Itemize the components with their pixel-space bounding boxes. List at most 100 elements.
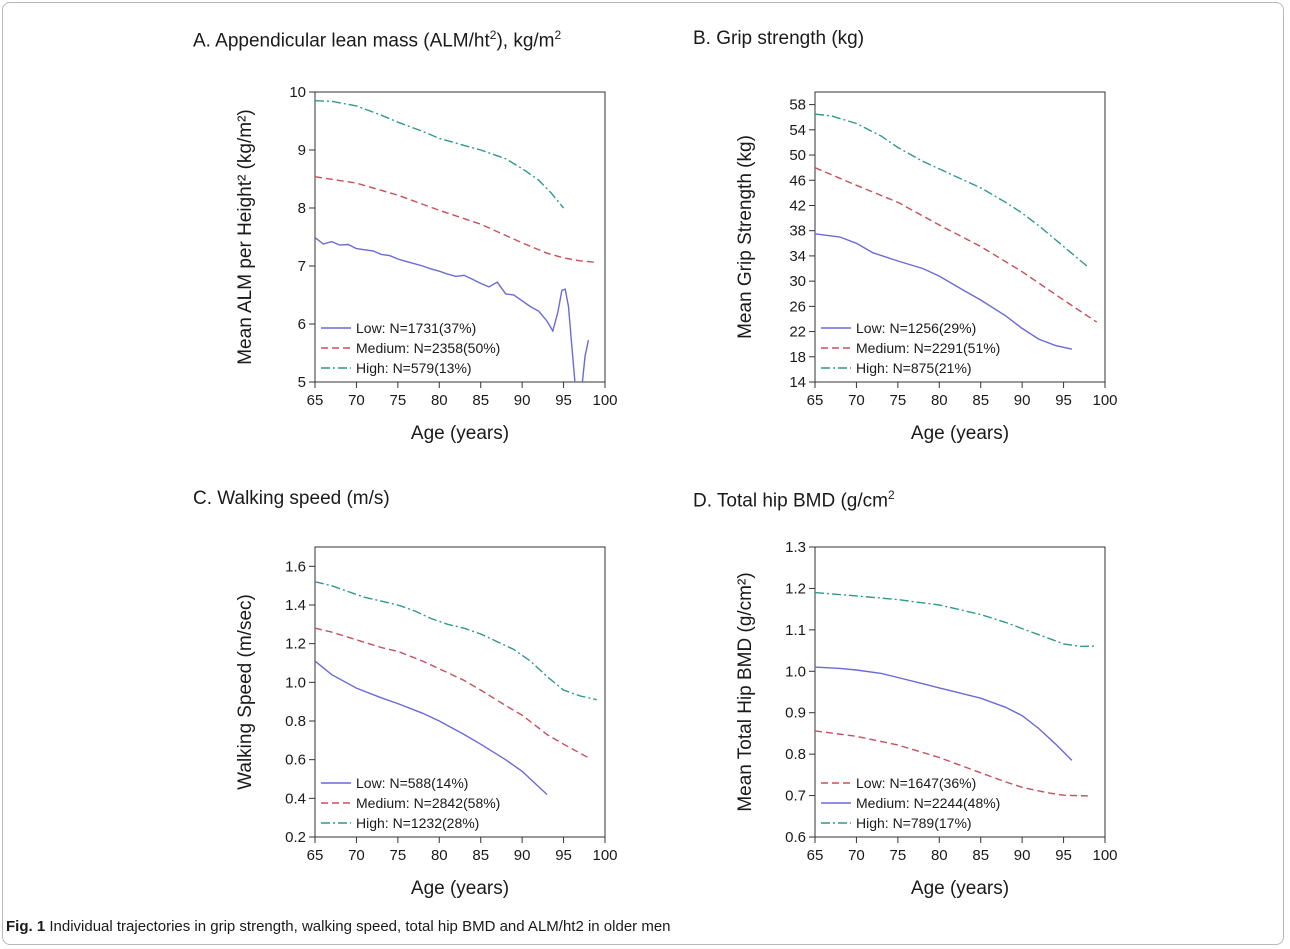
x-tick-label: 70: [348, 392, 365, 409]
x-tick-label: 90: [1014, 847, 1031, 864]
legend-label: High: N=875(21%): [856, 360, 972, 376]
y-tick-label: 0.8: [785, 746, 806, 763]
legend-label: Medium: N=2842(58%): [356, 795, 500, 811]
y-tick-label: 1.2: [285, 636, 306, 653]
y-tick-label: 34: [789, 248, 806, 265]
x-tick-label: 80: [431, 847, 448, 864]
plot-frame: [314, 91, 606, 383]
y-axis-label: Walking Speed (m/sec): [235, 594, 256, 790]
x-tick-label: 80: [931, 392, 948, 409]
y-tick-label: 0.9: [785, 705, 806, 722]
x-tick-label: 100: [1092, 392, 1117, 409]
x-tick-label: 75: [390, 847, 407, 864]
y-axis-label: Mean Total Hip BMD (g/cm²): [735, 572, 756, 811]
y-axis-label: Mean ALM per Height² (kg/m²): [235, 109, 256, 365]
y-tick-label: 42: [789, 197, 806, 214]
y-tick-label: 22: [789, 324, 806, 341]
y-axis-label: Mean Grip Strength (kg): [735, 135, 756, 339]
x-axis-label: Age (years): [911, 878, 1009, 899]
plot-frame: [814, 91, 1106, 383]
x-tick-label: 95: [1055, 392, 1072, 409]
chart-grip-strength: 65 70 75 80 85 90 95 100 14 18 22 26 30 34 38 42 46 50 54 5…: [735, 91, 1118, 444]
figure-caption: Fig. 1 Individual trajectories in grip s…: [6, 918, 671, 935]
x-tick-label: 95: [1055, 847, 1072, 864]
x-tick-label: 80: [431, 392, 448, 409]
x-tick-label: 80: [931, 847, 948, 864]
series-line-low: [315, 237, 590, 382]
x-tick-label: 95: [555, 847, 572, 864]
panel-c-title: C. Walking speed (m/s): [193, 488, 390, 509]
x-tick-label: 90: [514, 392, 531, 409]
x-tick-label: 90: [1014, 392, 1031, 409]
legend-label: High: N=579(13%): [356, 360, 472, 376]
legend-label: Low: N=1647(36%): [856, 775, 976, 791]
x-axis-label: Age (years): [911, 423, 1009, 444]
series-line-high: [815, 591, 1097, 648]
series-line-high: [315, 581, 597, 701]
x-tick-label: 65: [307, 847, 324, 864]
y-tick-label: 0.6: [285, 752, 306, 769]
x-tick-label: 75: [890, 847, 907, 864]
x-tick-label: 95: [555, 392, 572, 409]
y-tick-label: 58: [789, 97, 806, 114]
y-tick-label: 54: [789, 122, 806, 139]
legend-label: Medium: N=2358(50%): [356, 340, 500, 356]
y-tick-label: 6: [298, 316, 306, 333]
x-tick-label: 70: [848, 392, 865, 409]
y-tick-label: 1.1: [785, 622, 806, 639]
series-line-medium: [815, 167, 1098, 323]
y-tick-label: 38: [789, 223, 806, 240]
y-tick-label: 50: [789, 147, 806, 164]
legend-label: Low: N=1256(29%): [856, 320, 976, 336]
x-tick-label: 75: [890, 392, 907, 409]
x-tick-label: 100: [1092, 847, 1117, 864]
y-tick-label: 1.3: [785, 539, 806, 556]
x-tick-label: 65: [807, 392, 824, 409]
x-tick-label: 100: [592, 392, 617, 409]
x-tick-label: 70: [848, 847, 865, 864]
series-line-low: [815, 233, 1073, 350]
legend-label: Low: N=1731(37%): [356, 320, 476, 336]
legend-label: Medium: N=2291(51%): [856, 340, 1000, 356]
series-line-low: [815, 666, 1073, 761]
y-tick-label: 0.4: [285, 790, 306, 807]
y-tick-label: 1.0: [285, 674, 306, 691]
y-tick-label: 5: [298, 374, 306, 391]
x-tick-label: 90: [514, 847, 531, 864]
x-tick-label: 75: [390, 392, 407, 409]
caption-text: Individual trajectories in grip strength…: [45, 918, 671, 935]
series-line-high: [815, 113, 1089, 268]
y-tick-label: 0.2: [285, 829, 306, 846]
legend-label: High: N=789(17%): [856, 815, 972, 831]
x-tick-label: 70: [348, 847, 365, 864]
x-tick-label: 65: [807, 847, 824, 864]
panel-a-title: A. Appendicular lean mass (ALM/ht2), kg/…: [193, 28, 562, 52]
y-tick-label: 10: [289, 84, 306, 101]
chart-hip-bmd: 65 70 75 80 85 90 95 100 0.6 0.7 0.8 0.9 1.0 1.1 1.2 1.…: [735, 539, 1118, 899]
y-tick-label: 1.0: [785, 663, 806, 680]
series-line-medium: [315, 627, 589, 759]
x-tick-label: 85: [972, 392, 989, 409]
panel-b-title: B. Grip strength (kg): [693, 28, 865, 49]
y-tick-label: 9: [298, 142, 306, 159]
y-tick-label: 18: [789, 349, 806, 366]
legend-label: Low: N=588(14%): [356, 775, 468, 791]
panel-d-title: D. Total hip BMD (g/cm2: [693, 488, 895, 512]
caption-label: Fig. 1: [6, 918, 46, 935]
x-tick-label: 85: [472, 392, 489, 409]
y-tick-label: 1.6: [285, 558, 306, 575]
series-line-high: [315, 100, 565, 209]
y-tick-label: 8: [298, 200, 306, 217]
y-tick-label: 0.8: [285, 713, 306, 730]
y-tick-label: 30: [789, 273, 806, 290]
y-tick-label: 26: [789, 298, 806, 315]
x-tick-label: 65: [307, 392, 324, 409]
legend-label: High: N=1232(28%): [356, 815, 479, 831]
y-tick-label: 0.7: [785, 788, 806, 805]
x-axis-label: Age (years): [411, 423, 509, 444]
y-tick-label: 14: [789, 374, 806, 391]
x-tick-label: 85: [972, 847, 989, 864]
chart-walking-speed: 65 70 75 80 85 90 95 100 0.2 0.4 0.6 0.8 1.0 1.2 1.4 1.…: [235, 546, 618, 899]
y-tick-label: 1.4: [285, 597, 306, 614]
